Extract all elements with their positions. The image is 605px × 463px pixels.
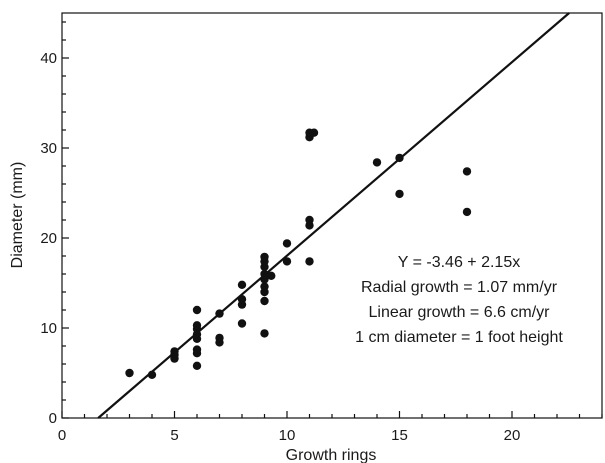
data-point bbox=[309, 128, 319, 137]
radial-growth-text: Radial growth = 1.07 mm/yr bbox=[361, 279, 558, 296]
y-axis-tick-labels: 0 10 20 30 40 bbox=[40, 50, 57, 427]
data-point bbox=[305, 215, 314, 225]
data-point bbox=[305, 257, 314, 266]
data-point bbox=[125, 368, 134, 378]
data-point bbox=[395, 189, 404, 199]
data-point bbox=[462, 207, 472, 217]
y-tick-label: 30 bbox=[40, 140, 57, 157]
data-point bbox=[192, 361, 202, 370]
x-axis-ticks bbox=[61, 411, 603, 418]
y-tick-label: 10 bbox=[40, 320, 57, 337]
data-point bbox=[267, 271, 276, 280]
data-point bbox=[462, 167, 472, 176]
y-tick-label: 20 bbox=[40, 230, 57, 247]
x-axis-label: Growth rings bbox=[286, 447, 377, 463]
data-point bbox=[260, 282, 269, 291]
data-point bbox=[282, 239, 292, 248]
data-point bbox=[260, 252, 269, 262]
x-tick-label: 0 bbox=[58, 427, 66, 444]
data-point bbox=[192, 345, 202, 354]
data-point bbox=[215, 333, 224, 343]
x-tick-label: 5 bbox=[170, 427, 178, 444]
data-point bbox=[372, 158, 382, 167]
data-point bbox=[282, 257, 292, 266]
regression-line bbox=[97, 12, 570, 419]
data-point bbox=[237, 280, 247, 289]
data-point bbox=[192, 321, 202, 330]
x-tick-label: 20 bbox=[504, 427, 521, 444]
data-point bbox=[237, 319, 247, 328]
x-axis-tick-labels: 0 5 10 15 20 bbox=[58, 427, 521, 444]
regression-annotation: Y = -3.46 + 2.15x Radial growth = 1.07 m… bbox=[355, 254, 563, 346]
x-tick-label: 10 bbox=[279, 427, 296, 444]
data-point bbox=[260, 296, 269, 306]
y-axis-ticks bbox=[62, 21, 69, 419]
data-point bbox=[260, 329, 269, 338]
linear-growth-text: Linear growth = 6.6 cm/yr bbox=[369, 304, 551, 321]
y-axis-label: Diameter (mm) bbox=[9, 162, 26, 269]
height-ratio-text: 1 cm diameter = 1 foot height bbox=[355, 329, 563, 346]
equation-text: Y = -3.46 + 2.15x bbox=[398, 254, 520, 271]
data-point bbox=[192, 305, 202, 315]
y-tick-label: 40 bbox=[40, 50, 57, 67]
y-tick-label: 0 bbox=[49, 410, 57, 427]
x-tick-label: 15 bbox=[391, 427, 408, 444]
